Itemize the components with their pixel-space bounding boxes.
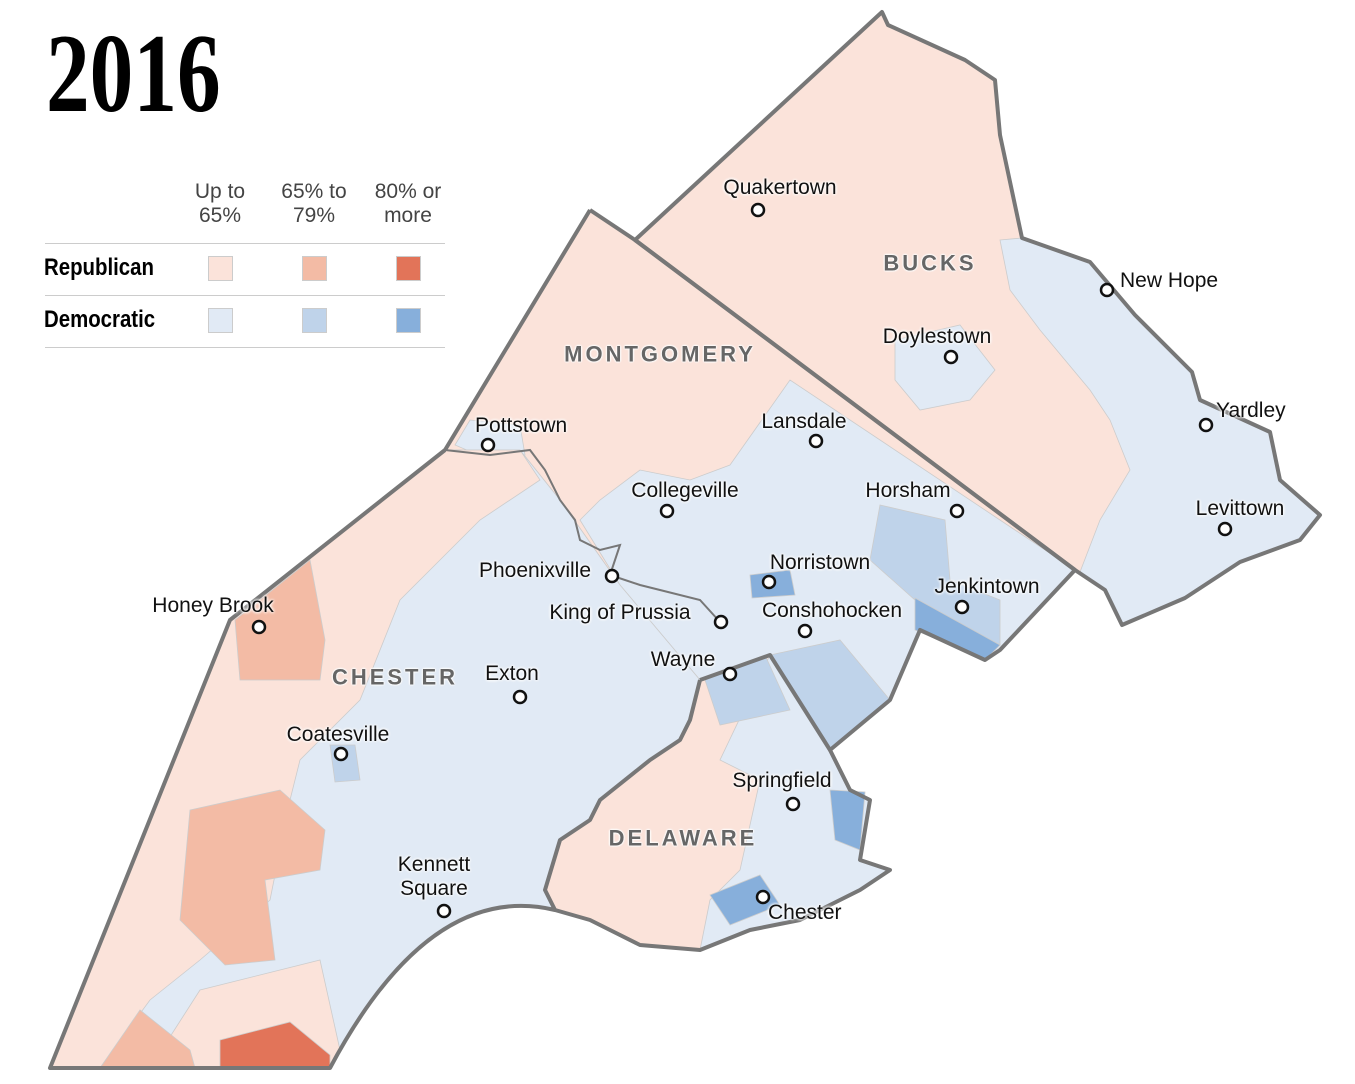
town-marker (1217, 521, 1233, 537)
legend-rule (45, 295, 445, 296)
town-label: Kennett Square (397, 852, 471, 900)
town-marker (713, 614, 729, 630)
town-marker (1099, 282, 1115, 298)
town-label: Exton (485, 661, 539, 685)
legend-swatch (302, 256, 327, 281)
town-label: Yardley (1216, 398, 1286, 422)
town-label: Horsham (865, 478, 951, 502)
town-marker (785, 796, 801, 812)
bucks-border (633, 10, 1322, 627)
montgomery-border (588, 208, 1077, 752)
doylestown-dem (894, 324, 996, 411)
town-marker (797, 623, 813, 639)
delaware-border (554, 749, 892, 952)
honey-brook-rep-mid (234, 559, 326, 681)
town-marker (436, 903, 452, 919)
town-label: Coatesville (286, 722, 390, 746)
town-markers (251, 202, 1233, 919)
legend-row-label: Republican (44, 254, 154, 282)
town-marker (1198, 417, 1214, 433)
town-marker (761, 574, 777, 590)
legend-row-label: Democratic (44, 306, 156, 334)
town-marker (954, 599, 970, 615)
title: 2016 (46, 12, 221, 136)
town-label: Wayne (650, 647, 716, 671)
town-label: Collegeville (631, 478, 739, 502)
town-marker (604, 568, 620, 584)
legend-column-header: 65% to 79% (281, 180, 347, 228)
regions (49, 11, 1321, 1069)
town-marker (333, 746, 349, 762)
legend-swatch (302, 308, 327, 333)
legend-swatch (208, 256, 233, 281)
town-label: Levittown (1195, 496, 1285, 520)
town-label: Pottstown (475, 413, 568, 437)
town-label: Phoenixville (478, 558, 592, 582)
legend-rule (45, 243, 445, 244)
town-label: Doylestown (882, 324, 992, 348)
town-marker (722, 666, 738, 682)
town-label: New Hope (1120, 268, 1219, 292)
county-label: CHESTER (331, 664, 459, 690)
town-label: Honey Brook (152, 593, 274, 617)
county-label: BUCKS (883, 250, 977, 276)
chester-border (48, 208, 702, 1070)
town-label: Conshohocken (761, 598, 903, 622)
town-marker (949, 503, 965, 519)
town-label: King of Prussia (549, 600, 691, 624)
town-label: Quakertown (723, 175, 837, 199)
county-label: MONTGOMERY (564, 341, 756, 367)
town-marker (755, 889, 771, 905)
town-marker (943, 349, 959, 365)
legend-column-header: Up to 65% (194, 180, 246, 228)
chester-city-dem-high (709, 874, 781, 926)
town-marker (659, 503, 675, 519)
legend-rule (45, 347, 445, 348)
town-label: Jenkintown (934, 574, 1040, 598)
legend-swatch (396, 256, 421, 281)
legend-swatch (208, 308, 233, 333)
county-borders (48, 10, 1322, 1070)
legend-swatch (396, 308, 421, 333)
town-marker (512, 689, 528, 705)
south-rep-high (219, 1021, 331, 1069)
town-label: Springfield (732, 768, 832, 792)
legend-column-header: 80% or more (374, 180, 442, 228)
town-marker (251, 619, 267, 635)
town-marker (480, 437, 496, 453)
schuylkill-river (444, 448, 721, 623)
county-label: DELAWARE (608, 825, 758, 851)
town-label: Lansdale (761, 409, 847, 433)
town-marker (808, 433, 824, 449)
southwest-rep-mid (179, 789, 326, 966)
town-label: Chester (768, 900, 842, 924)
town-label: Norristown (769, 550, 871, 574)
town-marker (750, 202, 766, 218)
